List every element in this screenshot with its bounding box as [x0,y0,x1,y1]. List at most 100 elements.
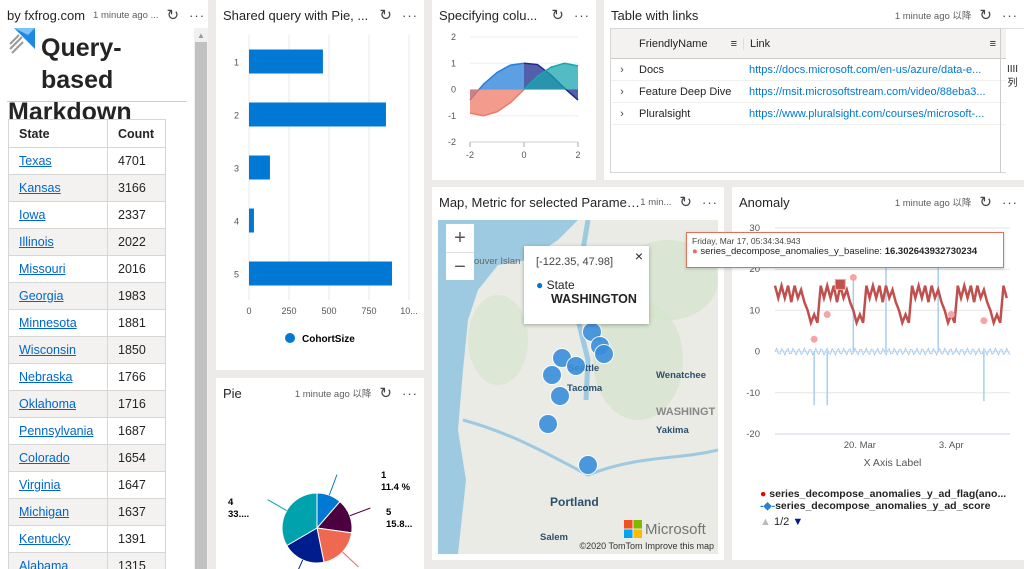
refresh-icon[interactable]: ↻ [379,7,392,24]
expand-row-icon[interactable]: › [620,63,624,76]
more-options-icon[interactable]: ··· [1002,194,1018,210]
pie-slice [281,492,318,547]
map-label: WASHINGT [656,406,716,418]
anomaly-chart: 30 20 10 0 -10 -20 20. Mar 3. Apr X Axis Label [746,223,1011,469]
legend-prev-page-icon[interactable]: ▲ [760,516,771,528]
map-bubble[interactable] [578,455,598,475]
map-label: Yakima [656,425,689,436]
legend-dot-icon: ● [536,278,544,292]
table-row: Missouri 2016 [8,255,166,283]
map-bubble[interactable] [566,356,586,376]
anomaly-flag-point [980,317,988,325]
state-link-cell[interactable]: Pennsylvania [8,417,108,445]
y-tick-label: 1 [234,58,239,68]
column-header-link[interactable]: Link ≡ [743,37,1006,50]
column-menu-icon[interactable]: ≡ [989,37,996,50]
links-table-tile: Table with links 1 minute ago 以降 ↻ ··· Fr… [604,0,1024,180]
state-link-cell[interactable]: Wisconsin [8,336,108,364]
scrollbar[interactable]: ▲ [194,28,208,569]
state-link-cell[interactable]: Missouri [8,255,108,283]
count-cell: 3166 [107,174,166,202]
more-options-icon[interactable]: ··· [402,385,418,401]
column-header-friendlyname[interactable]: FriendlyName ≡ [639,37,737,50]
scroll-up-icon[interactable]: ▲ [197,31,205,40]
state-link-cell[interactable]: Iowa [8,201,108,229]
state-link-cell[interactable]: Minnesota [8,309,108,337]
map-bubble[interactable] [594,344,614,364]
zoom-in-button[interactable]: + [454,227,466,249]
link[interactable]: https://docs.microsoft.com/en-us/azure/d… [749,63,982,76]
state-count-table: State Count Texas 4701 Kansas 3166 Iowa 2337 I… [8,119,166,569]
x-axis-label: X Axis Label [864,457,922,469]
more-options-icon[interactable]: ··· [402,7,418,23]
map-label: Portland [550,495,599,509]
table-row[interactable]: › Docs https://docs.microsoft.com/en-us/az… [611,59,1006,81]
state-link-cell[interactable]: Kentucky [8,525,108,553]
state-link-cell[interactable]: Oklahoma [8,390,108,418]
zoom-out-button[interactable]: − [446,252,474,280]
state-link-cell[interactable]: Virginia [8,471,108,499]
refresh-icon[interactable]: ↻ [379,385,392,402]
state-link-cell[interactable]: Colorado [8,444,108,472]
x-tick-label: 0 [521,150,526,160]
leader-line [349,507,371,517]
refresh-icon[interactable]: ↻ [166,7,180,24]
tile-title: Anomaly [739,194,790,210]
state-link-cell[interactable]: Nebraska [8,363,108,391]
area-chart: 2 1 0 -1 -2 -2 0 2 [448,32,581,160]
columns-side-panel-button[interactable]: IIII 列 [1000,28,1024,173]
map-canvas[interactable]: ouver Islan Seattle tt Tacoma Wenatchee … [438,220,718,554]
column-menu-icon[interactable]: ≡ [730,37,737,50]
state-link-cell[interactable]: Alabama [8,552,108,569]
legend-item[interactable]: ● series_decompose_anomalies_y_ad_flag(a… [760,488,1007,500]
map-label: Tacoma [567,383,603,394]
refresh-icon[interactable]: ↻ [979,194,992,211]
markdown-tile: by fxfrog.com 1 minute ago ... ↻ ··· Que… [0,0,208,569]
anomaly-flag-point [823,311,831,319]
column-header-state: State [8,119,108,148]
refresh-icon[interactable]: ↻ [679,194,692,211]
expand-row-icon[interactable]: › [620,85,624,98]
link[interactable]: https://msit.microsoftstream.com/video/8… [749,85,986,98]
more-options-icon[interactable]: ··· [189,7,206,23]
state-link-cell[interactable]: Illinois [8,228,108,256]
scrollbar-thumb[interactable] [195,42,207,569]
count-cell: 1983 [107,282,166,310]
table-row[interactable]: › Feature Deep Dive https://msit.microsoft… [611,81,1006,103]
link[interactable]: https://www.pluralsight.com/courses/micr… [749,107,985,120]
refresh-icon[interactable]: ↻ [979,7,992,24]
state-link-cell[interactable]: Kansas [8,174,108,202]
slice-label: 1 [381,470,387,481]
improve-map-link[interactable]: Improve this map [644,541,714,551]
y-tick-label: 30 [749,223,760,234]
bar-chart-tile: Shared query with Pie, ... ↻ ··· 0 250 500 7… [216,0,424,370]
markdown-heading: Query-based Markdown [8,34,132,126]
legend-item[interactable]: -◆-series_decompose_anomalies_y_ad_score [760,500,991,512]
friendly-name: Pluralsight [639,107,691,120]
count-cell: 1716 [107,390,166,418]
state-link-cell[interactable]: Georgia [8,282,108,310]
state-link-cell[interactable]: Michigan [8,498,108,526]
pie-chart-tile: Pie 1 minute ago 以降 ↻ ··· 1 11.4 % 5 15.8...… [216,378,424,569]
table-row: Georgia 1983 [8,282,166,310]
count-cell: 1391 [107,525,166,553]
map-label: Wenatchee [656,370,706,381]
table-row[interactable]: › Pluralsight https://www.pluralsight.com/… [611,103,1006,125]
tile-title: Table with links [611,7,699,23]
x-tick-label: 10... [400,306,418,316]
more-options-icon[interactable]: ··· [702,194,718,210]
legend-next-page-icon[interactable]: ▼ [792,516,804,528]
count-cell: 2016 [107,255,166,283]
more-options-icon[interactable]: ··· [574,7,590,23]
more-options-icon[interactable]: ··· [1002,7,1018,23]
map-bubble[interactable] [538,414,558,434]
map-bubble[interactable] [542,365,562,385]
map-label: Salem [540,532,568,543]
refresh-icon[interactable]: ↻ [551,7,564,24]
close-popup-button[interactable]: × [634,248,643,264]
zoom-control: + − [446,224,474,280]
expand-row-icon[interactable]: › [620,107,624,120]
state-link-cell[interactable]: Texas [8,147,108,175]
count-cell: 1881 [107,309,166,337]
map-bubble[interactable] [550,386,570,406]
